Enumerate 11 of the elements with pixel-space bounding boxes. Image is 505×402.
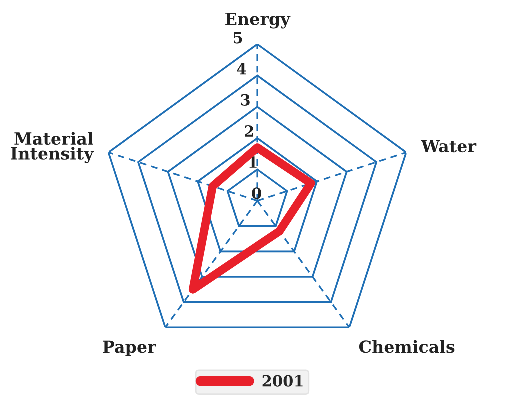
y-tick-label: 0 xyxy=(252,188,262,200)
y-tick-label: 3 xyxy=(241,94,250,106)
spoke-label: Material Intensity xyxy=(11,132,94,164)
y-tick-label: 5 xyxy=(234,32,242,44)
y-tick-label: 4 xyxy=(237,63,246,75)
spoke-label: Chemicals xyxy=(359,340,455,354)
spoke-label: Energy xyxy=(226,12,291,29)
spoke-label: Paper xyxy=(103,340,156,356)
y-tick-label: 2 xyxy=(245,125,254,137)
spoke-label: Water xyxy=(421,140,477,153)
legend-label: 2001 xyxy=(262,375,303,387)
